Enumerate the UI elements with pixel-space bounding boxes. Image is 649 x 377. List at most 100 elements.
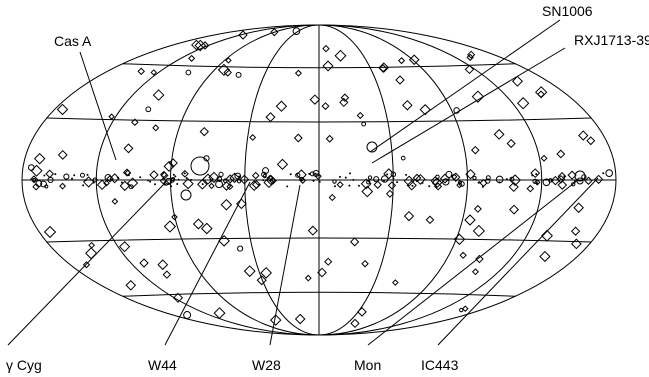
source-diamond bbox=[567, 170, 577, 180]
source-diamond bbox=[430, 176, 440, 186]
source-diamond bbox=[395, 75, 405, 85]
source-diamond bbox=[57, 149, 68, 160]
source-circle bbox=[485, 175, 491, 181]
source-diamond bbox=[180, 169, 189, 178]
source-dot bbox=[349, 172, 352, 175]
source-diamond bbox=[465, 168, 476, 180]
source-diamond bbox=[163, 220, 177, 233]
source-diamond bbox=[191, 39, 202, 51]
source-diamond bbox=[540, 154, 548, 162]
source-dot bbox=[383, 179, 386, 182]
source-diamond bbox=[397, 57, 406, 65]
source-dot bbox=[498, 181, 501, 184]
source-dot bbox=[86, 173, 89, 176]
source-dot bbox=[357, 184, 360, 187]
source-diamond bbox=[59, 182, 67, 190]
leader-rxj1713 bbox=[371, 47, 566, 164]
source-diamond bbox=[239, 174, 250, 185]
source-dot bbox=[71, 177, 74, 180]
source-diamond bbox=[334, 49, 347, 62]
leader-cas-a bbox=[79, 51, 117, 161]
source-circle bbox=[605, 169, 614, 177]
source-diamond bbox=[506, 138, 516, 149]
source-dot bbox=[262, 179, 265, 182]
source-dot bbox=[421, 181, 424, 184]
source-diamond bbox=[226, 183, 234, 191]
source-diamond bbox=[82, 176, 95, 188]
source-circle bbox=[542, 178, 551, 187]
label-ic443: IC443 bbox=[421, 357, 459, 373]
source-diamond bbox=[256, 275, 267, 286]
source-diamond bbox=[192, 218, 204, 230]
source-diamond bbox=[139, 258, 149, 268]
source-diamond bbox=[119, 241, 131, 253]
source-circle bbox=[295, 172, 301, 178]
meridian-3 bbox=[95, 24, 543, 336]
source-diamond bbox=[88, 241, 96, 249]
source-circle bbox=[190, 156, 210, 176]
source-dot bbox=[505, 178, 508, 181]
source-diamond bbox=[509, 174, 522, 187]
source-diamond bbox=[557, 171, 567, 181]
source-diamond bbox=[314, 172, 322, 180]
source-dot bbox=[174, 175, 177, 178]
source-dot bbox=[396, 181, 399, 184]
label-gamma-cyg: γ Cyg bbox=[6, 357, 42, 373]
source-diamond bbox=[202, 173, 214, 185]
source-diamond bbox=[249, 134, 257, 141]
source-diamond bbox=[321, 102, 330, 111]
source-circle bbox=[47, 176, 54, 184]
source-dot bbox=[234, 173, 237, 176]
source-dot bbox=[154, 183, 157, 186]
source-dot bbox=[435, 185, 438, 188]
source-diamond bbox=[360, 178, 372, 190]
source-diamond bbox=[43, 225, 57, 239]
source-diamond bbox=[402, 99, 413, 111]
source-diamond bbox=[243, 265, 256, 278]
source-dot bbox=[116, 176, 119, 179]
source-diamond bbox=[260, 266, 272, 279]
source-circle bbox=[262, 167, 269, 175]
source-dot bbox=[477, 181, 480, 184]
source-diamond bbox=[251, 171, 260, 180]
source-diamond bbox=[509, 204, 520, 215]
source-dot bbox=[405, 173, 408, 176]
source-diamond bbox=[294, 313, 306, 325]
source-diamond bbox=[408, 54, 420, 66]
source-diamond bbox=[570, 226, 581, 236]
coordinate-grid bbox=[21, 24, 617, 336]
leader-w44 bbox=[164, 181, 251, 346]
source-diamond bbox=[172, 292, 184, 303]
source-circle bbox=[400, 155, 406, 161]
source-circle bbox=[183, 311, 192, 320]
source-diamond bbox=[123, 143, 134, 154]
parallel-4 bbox=[122, 291, 516, 297]
source-diamond bbox=[451, 172, 461, 182]
source-diamond bbox=[160, 170, 168, 179]
source-circle bbox=[145, 106, 152, 113]
source-diamond bbox=[361, 185, 374, 198]
label-w44: W44 bbox=[148, 357, 177, 373]
source-diamond bbox=[200, 222, 213, 235]
source-diamond bbox=[131, 118, 139, 126]
source-dot bbox=[170, 185, 173, 188]
source-dot bbox=[185, 177, 188, 180]
parallel-1 bbox=[122, 63, 516, 69]
source-diamond bbox=[350, 237, 360, 247]
source-circle bbox=[170, 177, 176, 182]
source-diamond bbox=[32, 182, 40, 191]
source-diamond bbox=[573, 202, 584, 214]
source-diamond bbox=[325, 134, 334, 143]
source-diamond bbox=[45, 169, 55, 179]
source-circle bbox=[40, 180, 47, 188]
source-dot bbox=[352, 178, 355, 181]
source-diamond bbox=[317, 267, 327, 278]
source-dot bbox=[149, 180, 152, 183]
source-dot bbox=[73, 174, 76, 177]
source-diamond bbox=[471, 145, 480, 155]
source-diamond bbox=[425, 215, 435, 225]
source-diamond bbox=[125, 279, 137, 291]
source-dot bbox=[348, 184, 351, 187]
parallel-2 bbox=[46, 117, 592, 123]
